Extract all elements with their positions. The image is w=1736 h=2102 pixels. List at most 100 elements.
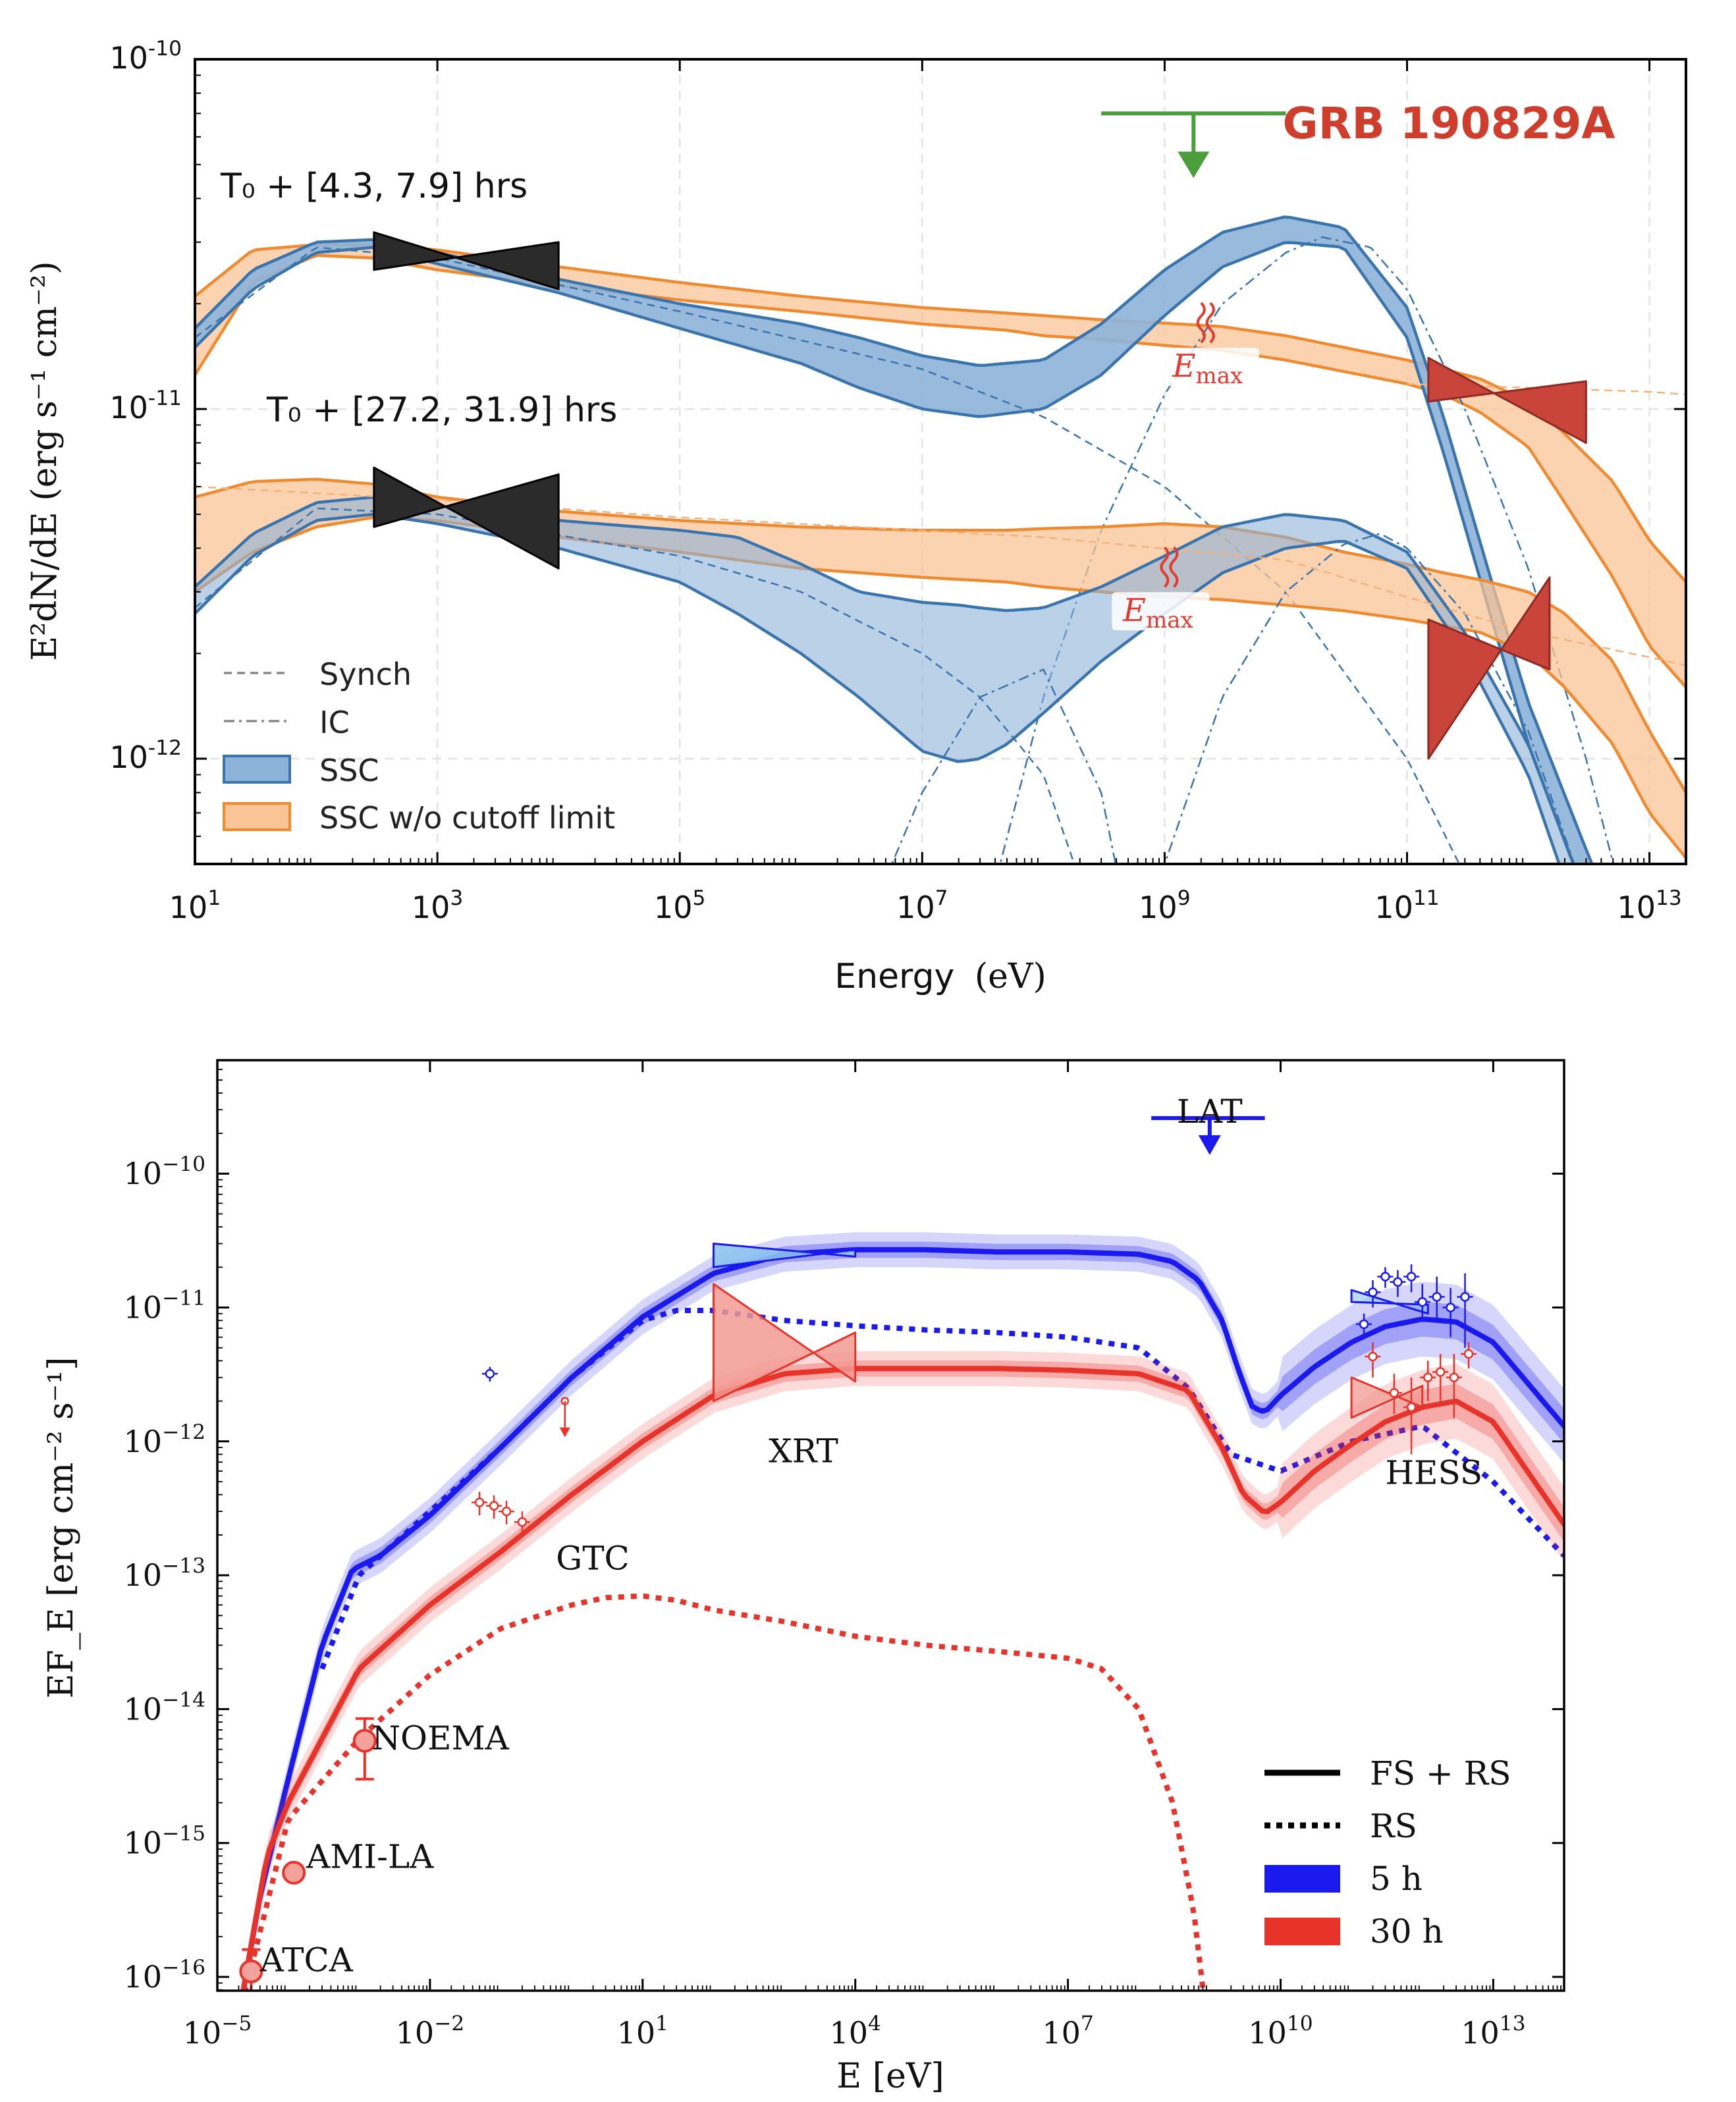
emax-wiggle	[1169, 546, 1179, 588]
x-tick-label: 101	[617, 2012, 668, 2051]
emax-label-bg	[1161, 347, 1259, 386]
y-tick-label: 10-12	[109, 736, 182, 775]
epoch2-ssc-band-lower	[195, 513, 1561, 864]
tick-base: 10	[412, 890, 450, 925]
tick-base: 10	[829, 2015, 868, 2051]
marker	[1423, 1372, 1433, 1383]
marker	[1417, 1297, 1427, 1307]
legend-30h-label: 30 h	[1370, 1912, 1444, 1951]
lat-upper-limit	[1151, 1116, 1265, 1155]
x-tick-label: 105	[654, 886, 705, 925]
marker	[489, 1501, 499, 1511]
hess-5h-point-1	[1377, 1267, 1394, 1288]
legend-ssc-label: SSC	[319, 753, 379, 788]
tick-base: 10	[109, 740, 148, 775]
tick-base: 10	[109, 40, 148, 76]
tick-exponent: 5	[693, 886, 706, 910]
tick-base: 10	[169, 890, 208, 925]
gtc-30h-point-1	[486, 1495, 502, 1519]
y-tick-label: 10−12	[123, 1420, 205, 1459]
top-axes-frame	[194, 58, 1687, 865]
marker	[352, 1729, 377, 1753]
legend-ic-label: IC	[319, 705, 350, 740]
bottom-instrument-labels: LAT XRT GTC HESS NOEMA AMI-LA ATCA	[259, 1092, 1482, 1980]
marker	[1380, 1272, 1390, 1281]
marker	[1368, 1287, 1378, 1297]
marker	[1460, 1292, 1470, 1302]
emax-label-main: E	[1122, 592, 1146, 629]
hess-30h-point-1	[1386, 1374, 1402, 1415]
tick-exponent: 3	[450, 886, 463, 910]
band-outer-2	[240, 1351, 1564, 1991]
ul-arrow	[559, 1427, 570, 1438]
instrument-label-ami-la: AMI-LA	[306, 1838, 434, 1876]
tick-exponent: 1	[655, 2012, 668, 2035]
instrument-label-noema: NOEMA	[371, 1719, 509, 1758]
top-epoch-1-label: T₀ + [4.3, 7.9] hrs	[220, 167, 528, 206]
epoch2-ic-low-line	[890, 668, 1117, 864]
ul-arrow	[1198, 1135, 1221, 1155]
series-30h-rs	[242, 1593, 1206, 1991]
tick-exponent: −11	[162, 1287, 205, 1310]
hess-5h-point-6	[1442, 1287, 1459, 1337]
epoch2-ic-line	[1164, 533, 1575, 864]
top-legend: Synch IC SSC SSC w/o cutoff limit	[223, 657, 615, 836]
tick-exponent: 11	[1413, 886, 1440, 910]
y-tick-label: 10-10	[109, 37, 182, 76]
tick-exponent: 13	[1500, 2012, 1526, 2035]
x-tick-label: 107	[896, 886, 948, 925]
vhe-butterfly-2	[1427, 576, 1551, 760]
hess-30h-point-3	[1420, 1361, 1436, 1401]
y-tick-label: 10-11	[109, 387, 182, 425]
marker	[1435, 1367, 1446, 1377]
x-tick-label: 101	[169, 886, 221, 925]
y-tick-label: 10−11	[123, 1287, 205, 1326]
x-tick-label: 104	[829, 2012, 881, 2051]
tick-exponent: 13	[1656, 886, 1682, 910]
lat-upper-limit-arrow	[1178, 151, 1210, 178]
marker	[1449, 1372, 1459, 1383]
emax-wiggle	[1196, 302, 1206, 344]
instrument-label-hess: HESS	[1385, 1454, 1482, 1492]
legend-synch-label: Synch	[319, 657, 412, 692]
marker	[282, 1860, 306, 1885]
marker	[1359, 1319, 1369, 1330]
xray-butterfly-1	[373, 231, 560, 290]
radio-point-ami-la	[282, 1860, 306, 1885]
tick-exponent: 7	[935, 886, 948, 910]
instrument-label-atca: ATCA	[259, 1941, 354, 1980]
xrt-5h-butterfly	[712, 1243, 857, 1268]
marker	[239, 1959, 263, 1983]
epoch1-ssc-band-lower	[195, 241, 1575, 864]
tick-exponent: -11	[148, 387, 182, 410]
marker	[1393, 1277, 1403, 1287]
marker	[1406, 1402, 1417, 1413]
epoch1-ic-line	[999, 236, 1615, 864]
legend-ssc-nocut-label: SSC w/o cutoff limit	[319, 800, 615, 836]
instrument-label-gtc: GTC	[556, 1540, 630, 1578]
marker	[1389, 1388, 1399, 1398]
hess-5h-point-0	[1365, 1280, 1381, 1308]
hess-5h-point-3	[1403, 1264, 1420, 1293]
top-x-label-unit: (eV)	[975, 957, 1046, 996]
marker	[501, 1506, 512, 1517]
tick-base: 10	[1042, 2015, 1081, 2051]
epoch1-ssc-nocut-band-fill	[195, 244, 1686, 687]
tick-base: 10	[123, 1290, 162, 1326]
marker	[485, 1368, 495, 1379]
tick-exponent: −15	[162, 1822, 205, 1846]
epoch2-nocut-dashed	[195, 485, 1686, 666]
gtc-30h-point-0	[472, 1492, 488, 1516]
tick-base: 10	[617, 2015, 656, 2051]
top-x-label-text: Energy	[834, 957, 954, 996]
x-tick-label: 103	[412, 886, 463, 925]
marker	[1406, 1272, 1417, 1281]
x-tick-label: 1010	[1248, 2012, 1313, 2051]
bottom-ticks: 10−5 10−2 101 104 107 1010 101310−1010−1110−12…	[123, 1060, 1564, 2051]
hess-30h-butterfly	[1350, 1376, 1424, 1419]
marker	[474, 1497, 485, 1507]
epoch2-ssc-nocut-band-upper	[195, 477, 1686, 794]
emax-wiggle	[1205, 302, 1215, 344]
tick-exponent: -10	[148, 37, 182, 61]
